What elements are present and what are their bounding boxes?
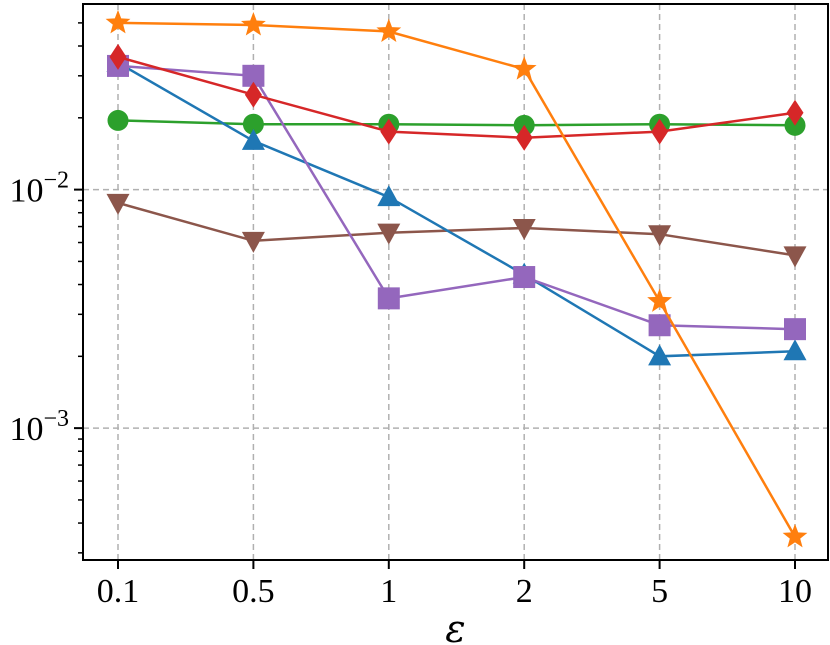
data-point xyxy=(647,288,672,312)
data-point xyxy=(783,246,807,268)
data-point xyxy=(515,124,533,151)
data-point xyxy=(513,266,536,289)
data-point xyxy=(651,118,669,145)
data-point xyxy=(648,344,672,366)
series-line xyxy=(117,61,796,358)
data-point xyxy=(377,223,401,245)
series-line xyxy=(117,55,796,139)
x-axis: 0.1 0.5 1 2 5 10 xyxy=(97,560,812,610)
data-point xyxy=(376,18,402,42)
x-tick-label: 10 xyxy=(778,573,812,610)
series-line xyxy=(117,201,796,257)
series-line xyxy=(117,64,796,331)
data-point xyxy=(241,128,265,150)
data-point xyxy=(377,287,400,310)
axes-frame xyxy=(82,3,829,561)
x-tick-label: 2 xyxy=(516,573,533,610)
series-line xyxy=(117,119,796,127)
data-point xyxy=(241,231,265,253)
data-point xyxy=(512,219,536,241)
x-tick-label: 0.5 xyxy=(232,573,275,610)
data-point xyxy=(107,109,129,131)
data-point xyxy=(784,318,806,341)
series-layer xyxy=(105,9,808,548)
series-line xyxy=(117,21,797,538)
x-axis-label: ε xyxy=(445,607,465,645)
data-point xyxy=(106,193,130,215)
data-point xyxy=(109,43,127,70)
data-point xyxy=(380,118,398,145)
data-point xyxy=(511,56,537,80)
y-tick-label: 10−2 xyxy=(9,168,69,210)
y-axis: 10−2 10−3 xyxy=(9,22,83,554)
data-point xyxy=(783,339,807,361)
x-tick-label: 1 xyxy=(380,573,397,610)
data-point xyxy=(241,12,266,36)
data-point xyxy=(648,314,671,337)
series-red-diamond xyxy=(109,43,804,151)
series-brown-triangle-down xyxy=(106,193,807,268)
data-point xyxy=(244,81,262,108)
data-point xyxy=(105,9,131,34)
data-point xyxy=(782,523,808,548)
x-tick-label: 0.1 xyxy=(97,573,140,610)
data-point xyxy=(242,64,265,87)
data-point xyxy=(648,225,672,247)
data-point xyxy=(242,113,264,135)
y-tick-label: 10−3 xyxy=(9,406,69,448)
data-point xyxy=(377,185,401,207)
series-orange-star xyxy=(105,9,808,548)
data-point xyxy=(786,99,804,126)
x-tick-label: 5 xyxy=(651,573,668,610)
